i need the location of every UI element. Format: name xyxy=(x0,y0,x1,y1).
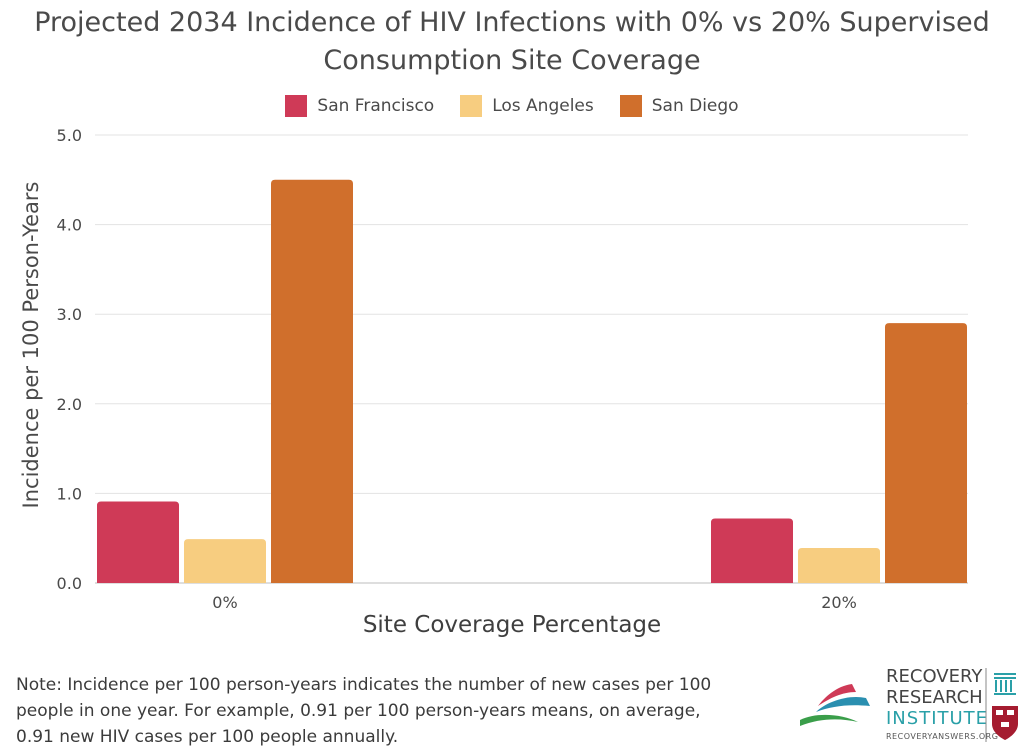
logo-url: RECOVERYANSWERS.ORG xyxy=(886,732,999,741)
bar-los-angeles-1 xyxy=(798,548,880,583)
logo-line-1: RECOVERY xyxy=(886,666,983,687)
y-axis-label: Incidence per 100 Person-Years xyxy=(19,182,43,509)
legend-item-san-diego: San Diego xyxy=(619,95,739,117)
y-tick-label: 0.0 xyxy=(57,574,82,593)
y-tick-label: 5.0 xyxy=(57,126,82,145)
footnote-line-1: Note: Incidence per 100 person-years ind… xyxy=(16,675,712,695)
legend-label-los-angeles: Los Angeles xyxy=(492,96,594,116)
x-tick-labels: 0% 20% xyxy=(212,593,856,612)
legend-item-los-angeles: Los Angeles xyxy=(460,95,594,117)
harvard-shield-icon xyxy=(985,668,1018,742)
recovery-research-institute-logo: RECOVERY RESEARCH INSTITUTE RECOVERYANSW… xyxy=(796,666,1022,746)
logo-swoosh-icon xyxy=(800,684,870,726)
footnote-line-3: 0.91 new HIV cases per 100 people annual… xyxy=(16,727,399,747)
bars xyxy=(97,179,967,584)
bar-chart: 0.0 1.0 2.0 3.0 4.0 5.0 0% 20% Incidence per 1… xyxy=(19,126,968,638)
y-tick-labels: 0.0 1.0 2.0 3.0 4.0 5.0 xyxy=(57,126,82,593)
footnote: Note: Incidence per 100 person-years ind… xyxy=(16,672,776,750)
x-tick-label: 20% xyxy=(821,593,857,612)
bar-san-francisco-1 xyxy=(711,518,793,583)
y-tick-label: 2.0 xyxy=(57,395,82,414)
bar-los-angeles-0 xyxy=(184,539,266,583)
legend-label-san-francisco: San Francisco xyxy=(317,96,435,116)
logo-wordmark: RECOVERY RESEARCH INSTITUTE xyxy=(886,666,988,729)
logo-line-2: RESEARCH xyxy=(886,687,983,708)
bar-san-diego-1 xyxy=(885,323,967,583)
x-axis-label: Site Coverage Percentage xyxy=(363,612,661,638)
legend-swatch-san-francisco xyxy=(285,95,308,117)
legend: San Francisco Los Angeles San Diego xyxy=(0,95,1024,117)
x-tick-label: 0% xyxy=(212,593,237,612)
footnote-line-2: people in one year. For example, 0.91 pe… xyxy=(16,701,701,721)
legend-item-san-francisco: San Francisco xyxy=(285,95,434,117)
chart-title-line-1: Projected 2034 Incidence of HIV Infectio… xyxy=(34,7,990,38)
y-tick-label: 4.0 xyxy=(57,216,82,235)
legend-swatch-san-diego xyxy=(619,95,642,117)
y-tick-label: 1.0 xyxy=(57,484,82,503)
legend-label-san-diego: San Diego xyxy=(651,96,739,116)
bar-san-diego-0 xyxy=(271,179,353,584)
chart-title-line-2: Consumption Site Coverage xyxy=(323,45,701,76)
gridlines xyxy=(95,134,968,584)
chart-title: Projected 2034 Incidence of HIV Infectio… xyxy=(0,4,1024,80)
y-tick-label: 3.0 xyxy=(57,305,82,324)
legend-swatch-los-angeles xyxy=(460,95,483,117)
logo-line-3: INSTITUTE xyxy=(886,708,989,729)
bar-san-francisco-0 xyxy=(97,501,179,583)
